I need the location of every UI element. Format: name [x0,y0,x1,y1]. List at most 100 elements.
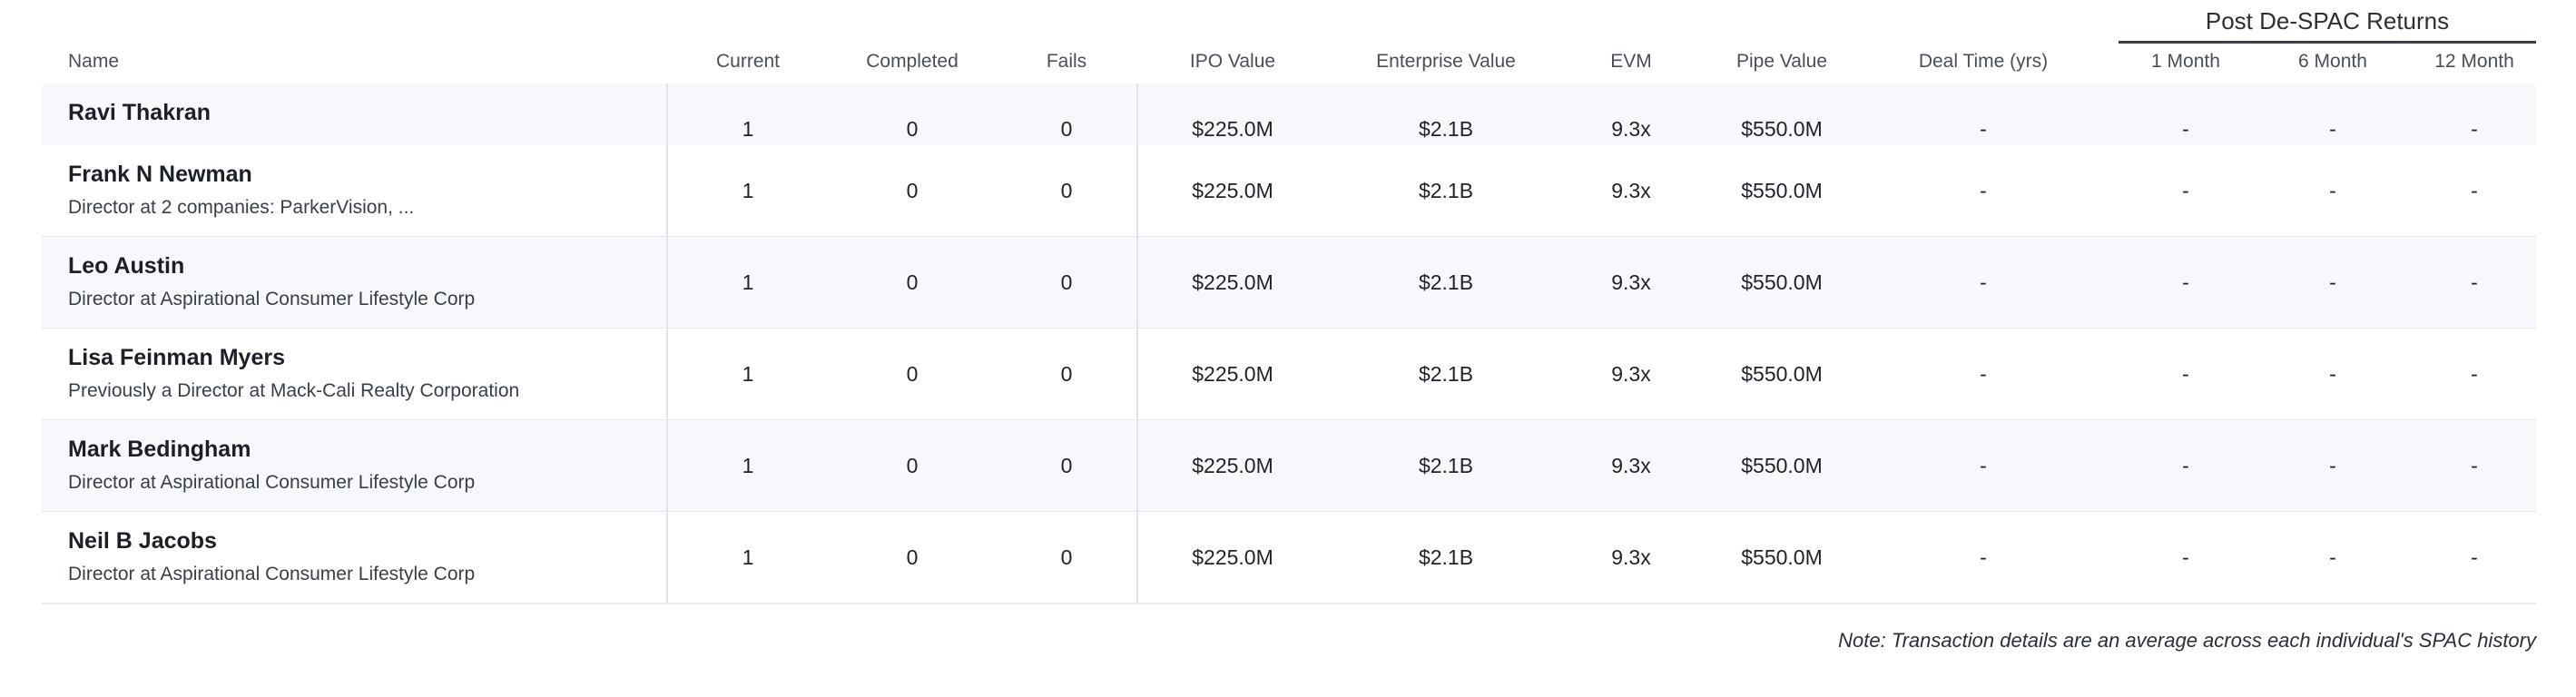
evm-value: 9.3x [1611,270,1651,294]
return-12-month: - [2471,270,2478,294]
fails-count: 0 [1060,116,1073,141]
col-header-fails[interactable]: Fails [1046,51,1087,72]
current-count: 1 [742,361,754,386]
ipo-value: $225.0M [1192,178,1273,202]
fails-count: 0 [1060,270,1073,294]
pipe-value: $550.0M [1741,545,1823,569]
col-header-enterprise-value[interactable]: Enterprise Value [1376,51,1516,72]
enterprise-value: $2.1B [1418,178,1474,202]
person-subtitle: Director at Aspirational Consumer Lifest… [68,472,476,493]
return-1-month: - [2182,545,2189,569]
fails-count: 0 [1060,361,1073,386]
return-6-month: - [2329,361,2336,386]
return-12-month: - [2471,116,2478,141]
name-cell: Ravi Thakran [42,83,668,174]
evm-value: 9.3x [1611,545,1651,569]
column-divider [1136,420,1138,511]
evm-value: 9.3x [1611,361,1651,386]
col-header-completed[interactable]: Completed [866,51,959,72]
evm-value: 9.3x [1611,116,1651,141]
post-despac-returns-header: Post De-SPAC Returns [2205,7,2450,34]
name-cell: Lisa Feinman Myers Previously a Director… [42,329,668,419]
enterprise-value: $2.1B [1418,453,1474,477]
name-cell: Leo Austin Director at Aspirational Cons… [42,237,668,328]
return-1-month: - [2182,453,2189,477]
name-cell: Frank N Newman Director at 2 companies: … [42,145,668,236]
col-header-1-month[interactable]: 1 Month [2151,51,2220,72]
person-name[interactable]: Frank N Newman [68,162,252,187]
enterprise-value: $2.1B [1418,545,1474,569]
current-count: 1 [742,178,754,202]
pipe-value: $550.0M [1741,178,1823,202]
deal-time-value: - [1980,361,1987,386]
ipo-value: $225.0M [1192,116,1273,141]
completed-count: 0 [906,545,919,569]
person-subtitle: Director at Aspirational Consumer Lifest… [68,289,476,309]
ipo-value: $225.0M [1192,453,1273,477]
return-6-month: - [2329,270,2336,294]
return-1-month: - [2182,270,2189,294]
current-count: 1 [742,545,754,569]
return-6-month: - [2329,545,2336,569]
person-subtitle: Director at Aspirational Consumer Lifest… [68,564,476,584]
table-row[interactable]: Lisa Feinman Myers Previously a Director… [42,329,2536,421]
fails-count: 0 [1060,178,1073,202]
col-header-12-month[interactable]: 12 Month [2434,51,2514,72]
enterprise-value: $2.1B [1418,116,1474,141]
current-count: 1 [742,116,754,141]
person-name[interactable]: Leo Austin [68,253,185,279]
column-divider [1136,237,1138,328]
return-12-month: - [2471,178,2478,202]
return-6-month: - [2329,116,2336,141]
completed-count: 0 [906,453,919,477]
deal-time-value: - [1980,453,1987,477]
col-header-deal-time[interactable]: Deal Time (yrs) [1918,51,2049,72]
enterprise-value: $2.1B [1418,361,1474,386]
table-row[interactable]: Mark Bedingham Director at Aspirational … [42,420,2536,513]
completed-count: 0 [906,361,919,386]
ipo-value: $225.0M [1192,361,1273,386]
pipe-value: $550.0M [1741,116,1823,141]
person-subtitle: Director at 2 companies: ParkerVision, .… [68,197,415,218]
deal-time-value: - [1980,545,1987,569]
column-header-row: Name Current Completed Fails IPO Value E… [42,44,2536,85]
completed-count: 0 [906,116,919,141]
deal-time-value: - [1980,116,1987,141]
return-12-month: - [2471,361,2478,386]
col-header-6-month[interactable]: 6 Month [2298,51,2367,72]
evm-value: 9.3x [1611,453,1651,477]
deal-time-value: - [1980,178,1987,202]
return-1-month: - [2182,116,2189,141]
current-count: 1 [742,453,754,477]
table-row[interactable]: Frank N Newman Director at 2 companies: … [42,145,2536,238]
completed-count: 0 [906,270,919,294]
table-row[interactable]: Leo Austin Director at Aspirational Cons… [42,237,2536,329]
fails-count: 0 [1060,453,1073,477]
person-name[interactable]: Neil B Jacobs [68,528,217,554]
return-1-month: - [2182,178,2189,202]
col-header-current[interactable]: Current [715,51,781,72]
fails-count: 0 [1060,545,1073,569]
name-cell: Neil B Jacobs Director at Aspirational C… [42,512,668,603]
column-divider [1136,83,1138,174]
enterprise-value: $2.1B [1418,270,1474,294]
person-subtitle: Previously a Director at Mack-Cali Realt… [68,380,520,401]
col-header-ipo-value[interactable]: IPO Value [1189,51,1276,72]
return-1-month: - [2182,361,2189,386]
col-header-name[interactable]: Name [68,51,120,72]
evm-value: 9.3x [1611,178,1651,202]
ipo-value: $225.0M [1192,270,1273,294]
group-header-underline [2119,41,2536,44]
return-12-month: - [2471,453,2478,477]
pipe-value: $550.0M [1741,453,1823,477]
col-header-evm[interactable]: EVM [1610,51,1652,72]
person-name[interactable]: Mark Bedingham [68,437,251,462]
group-header-row: Post De-SPAC Returns [42,0,2536,44]
return-6-month: - [2329,178,2336,202]
person-name[interactable]: Lisa Feinman Myers [68,345,285,370]
footnote: Note: Transaction details are an average… [1838,629,2536,652]
col-header-pipe-value[interactable]: Pipe Value [1735,51,1828,72]
table-row[interactable]: Neil B Jacobs Director at Aspirational C… [42,512,2536,604]
column-divider [1136,512,1138,603]
person-name[interactable]: Ravi Thakran [68,100,211,125]
